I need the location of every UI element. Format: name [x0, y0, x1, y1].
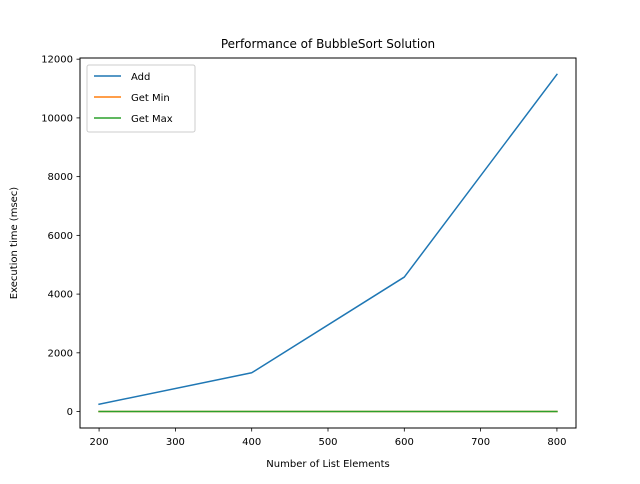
- y-tick-label-4: 8000: [48, 172, 73, 183]
- y-tick-label-2: 4000: [48, 290, 73, 301]
- x-tick-label-4: 600: [395, 437, 414, 448]
- x-tick-label-3: 500: [318, 437, 337, 448]
- x-tick-label-5: 700: [471, 437, 490, 448]
- y-tick-label-6: 12000: [41, 55, 73, 66]
- legend: Add Get Min Get Max: [87, 65, 195, 132]
- y-tick-label-1: 2000: [48, 348, 73, 359]
- x-tick-label-2: 400: [242, 437, 261, 448]
- legend-label-2: Get Max: [131, 114, 173, 125]
- y-tick-label-0: 0: [67, 407, 73, 418]
- x-axis-title: Number of List Elements: [266, 459, 389, 470]
- chart-title: Performance of BubbleSort Solution: [221, 37, 435, 51]
- x-tick-label-6: 800: [547, 437, 566, 448]
- x-tick-label-0: 200: [90, 437, 109, 448]
- y-tick-label-5: 10000: [41, 113, 73, 124]
- y-axis-title: Execution time (msec): [9, 187, 20, 300]
- legend-label-0: Add: [131, 72, 150, 83]
- x-tick-label-1: 300: [166, 437, 185, 448]
- legend-label-1: Get Min: [131, 93, 170, 104]
- y-tick-label-3: 6000: [48, 231, 73, 242]
